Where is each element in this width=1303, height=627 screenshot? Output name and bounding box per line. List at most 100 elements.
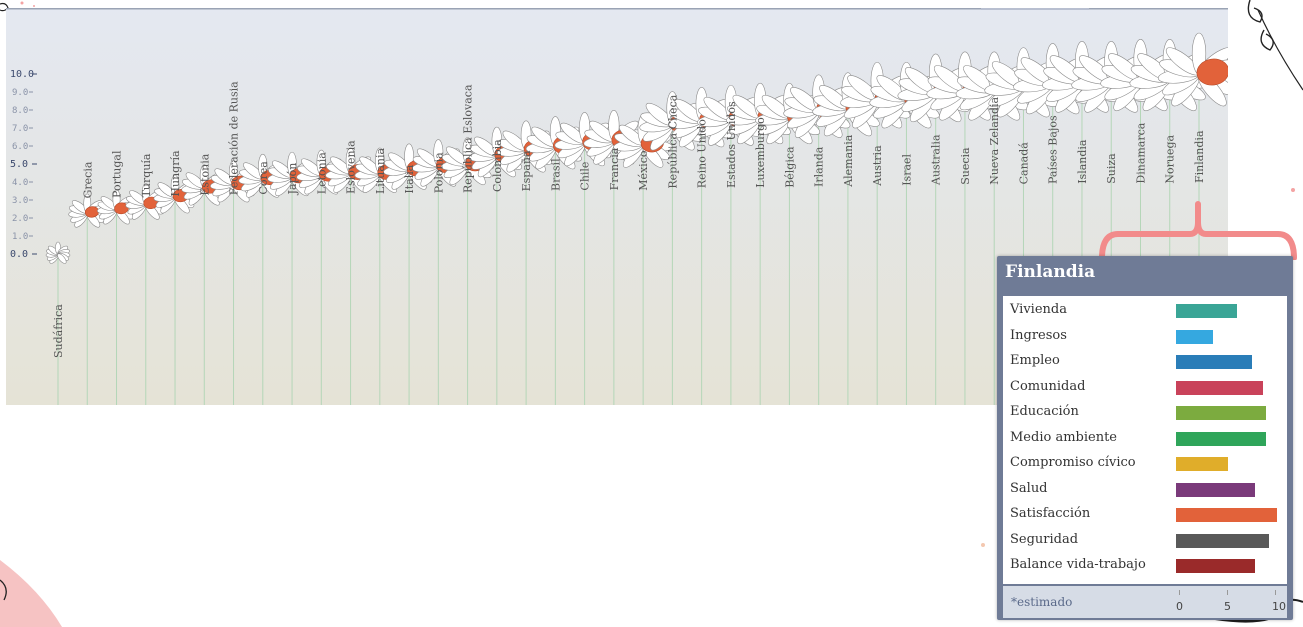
flowers [45, 32, 1228, 265]
scale-tick-label: 0 [1176, 600, 1183, 613]
tooltip-row: Ingresos [1003, 325, 1287, 350]
tooltip-row-label: Educación [1010, 404, 1079, 419]
tooltip-row-bar [1176, 559, 1256, 573]
country-tooltip: Finlandia Vivienda Ingresos Empleo Comunida… [997, 256, 1293, 620]
tooltip-row: Medio ambiente [1003, 427, 1287, 452]
y-tick-label: 3.0 [12, 196, 28, 206]
country-label: República Eslovaca [462, 84, 475, 193]
country-label: Hungría [169, 150, 182, 197]
country-label: Japón [286, 163, 299, 196]
country-label: Luxemburgo [754, 117, 767, 188]
scale-tick-label: 5 [1224, 600, 1231, 613]
tooltip-row: Salud [1003, 478, 1287, 503]
country-label: Colombia [491, 139, 504, 192]
country-label: Corea [257, 161, 270, 195]
country-label: Estados Unidos [725, 101, 738, 188]
scale-tick [1227, 590, 1228, 595]
country-label: Grecia [81, 161, 94, 198]
selection-tab [981, 8, 1089, 10]
country-label: Eslovenia [345, 140, 358, 194]
tooltip-row-label: Compromiso cívico [1010, 455, 1136, 470]
country-label: Dinamarca [1134, 122, 1147, 183]
tooltip-row-label: Vivienda [1010, 302, 1067, 317]
tooltip-row-label: Ingresos [1010, 327, 1067, 343]
y-tick-label: 7.0 [12, 124, 28, 134]
tooltip-title: Finlandia [1005, 262, 1096, 282]
tooltip-row-bar [1176, 304, 1238, 318]
tooltip-row-label: Satisfacción [1010, 506, 1091, 521]
tooltip-row-bar [1176, 406, 1266, 420]
country-label: Australia [930, 134, 943, 186]
country-label: Estonia [198, 153, 211, 195]
flower-Finlandia[interactable] [1157, 32, 1228, 110]
tooltip-row-bar [1176, 482, 1256, 497]
country-label: Chile [579, 162, 592, 191]
scale-tick-label: 10 [1272, 600, 1286, 613]
tooltip-row: Seguridad [1003, 529, 1287, 554]
country-label: Francia [608, 147, 621, 190]
tooltip-footer: *estimado 0 5 10 [1003, 586, 1287, 618]
country-labels: Sudáfrica Grecia Portugal Turquía Hungría Est… [52, 81, 1206, 358]
y-tick-label: 5.0 [10, 159, 28, 170]
country-label: Islandia [1076, 139, 1089, 184]
country-label: Lituania [374, 148, 387, 194]
tooltip-row: Balance vida-trabajo [1003, 554, 1287, 579]
tooltip-row-label: Comunidad [1010, 378, 1086, 394]
tooltip-row-label: Balance vida-trabajo [1010, 557, 1146, 572]
country-label: Irlanda [813, 146, 826, 187]
tooltip-row: Compromiso cívico [1003, 452, 1287, 477]
y-tick-label: 2.0 [12, 214, 28, 224]
flower-petal [57, 253, 67, 264]
tooltip-row: Satisfacción [1003, 503, 1287, 528]
country-label: Polonia [432, 152, 445, 193]
country-label: Portugal [111, 150, 124, 198]
tooltip-row-bar [1176, 533, 1270, 548]
dot-decoration-icon [1291, 188, 1295, 192]
y-tick-label: 4.0 [12, 178, 28, 188]
country-label: Finlandia [1193, 130, 1206, 183]
tooltip-row-label: Medio ambiente [1010, 429, 1117, 445]
tooltip-row: Empleo [1003, 350, 1287, 375]
country-label: Alemania [842, 134, 855, 188]
country-label: Suiza [1105, 153, 1118, 184]
tooltip-topic-list: Vivienda Ingresos Empleo Comunidad Educación… [1003, 296, 1287, 584]
tooltip-footnote: *estimado [1011, 595, 1073, 609]
y-tick-label: 0.0 [10, 249, 28, 260]
tooltip-row: Educación [1003, 401, 1287, 426]
country-label: México [637, 150, 650, 191]
country-label: Turquía [140, 153, 153, 197]
y-axis: 0.0 1.0 2.0 3.0 4.0 5.0 6.0 7.0 8.0 9.0 10.0 [10, 69, 37, 260]
y-tick-label: 9.0 [12, 88, 28, 98]
scale-tick [1179, 590, 1180, 595]
tooltip-row-label: Seguridad [1010, 531, 1079, 547]
chart-top-border [6, 8, 1228, 10]
floral-corner-top-right-icon [1247, 0, 1303, 91]
tooltip-row: Comunidad [1003, 376, 1287, 401]
country-label: Países Bajos [1047, 115, 1060, 184]
country-label: Austria [871, 145, 884, 187]
tooltip-row: Vivienda [1003, 299, 1287, 324]
country-label: Sudáfrica [52, 304, 65, 358]
floral-corner-bottom-left-icon [0, 560, 62, 627]
country-label: Suecia [959, 147, 972, 185]
country-label: Brasil [549, 158, 562, 191]
tooltip-row-label: Empleo [1010, 353, 1060, 368]
scale-tick [1275, 590, 1276, 595]
country-label: Reino Unido [696, 119, 709, 188]
country-label: República Checa [666, 94, 679, 188]
y-tick-label: 8.0 [12, 106, 28, 116]
country-label: Noruega [1164, 134, 1177, 183]
tooltip-row-bar [1176, 355, 1252, 369]
y-tick-label: 10.0 [10, 69, 34, 80]
score-petal [1196, 58, 1228, 86]
country-label: Canadá [1017, 142, 1030, 185]
country-label: Letonia [315, 152, 328, 194]
tooltip-row-bar [1176, 380, 1263, 395]
country-label: Federación de Rusia [228, 81, 241, 195]
flower-Sudáfrica[interactable] [45, 241, 71, 265]
dot-decoration-icon [981, 543, 985, 547]
country-label: España [520, 150, 533, 191]
y-tick-label: 6.0 [12, 142, 28, 152]
country-label: Israel [900, 153, 913, 185]
